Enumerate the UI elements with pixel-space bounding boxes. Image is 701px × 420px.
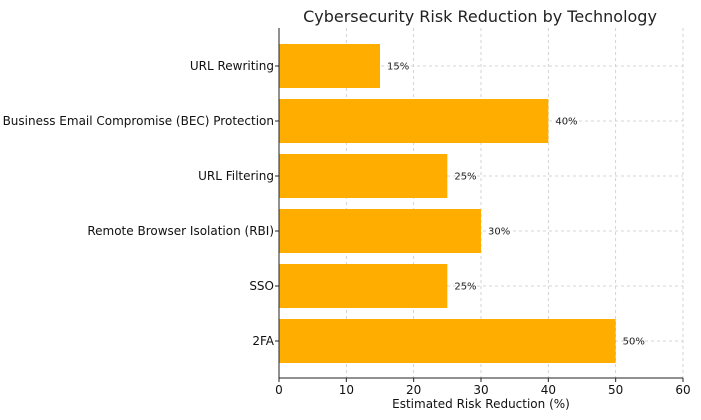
bar [279,44,380,88]
bar-data-label: 25% [454,172,476,183]
x-tick-label: 60 [675,383,690,397]
bar-data-label: 30% [488,227,510,238]
bars [279,44,616,363]
x-tick-label: 50 [608,383,623,397]
category-label: 2FA [252,334,274,348]
bar [279,319,616,363]
x-tick-label: 40 [541,383,556,397]
category-label: Business Email Compromise (BEC) Protecti… [3,114,274,128]
bar-data-label: 40% [555,117,577,128]
chart-title: Cybersecurity Risk Reduction by Technolo… [303,7,657,26]
bar [279,209,481,253]
category-labels: URL Rewriting Business Email Compromise (… [3,59,279,348]
bar [279,264,448,308]
bar-data-label: 15% [387,62,409,73]
x-tick-label: 0 [275,383,283,397]
x-tick-label: 10 [339,383,354,397]
data-labels: 15% 40% 25% 30% 25% 50% [387,62,645,348]
x-tick-label: 30 [473,383,488,397]
category-label: SSO [249,279,274,293]
x-axis-ticks: 0 10 20 30 40 50 60 [275,378,691,397]
category-label: URL Rewriting [190,59,274,73]
category-label: Remote Browser Isolation (RBI) [87,224,274,238]
x-axis-title: Estimated Risk Reduction (%) [392,397,570,411]
bar-data-label: 25% [454,282,476,293]
x-tick-label: 20 [406,383,421,397]
bar [279,99,549,143]
bar-data-label: 50% [623,337,645,348]
category-label: URL Filtering [198,169,274,183]
bar [279,154,448,198]
